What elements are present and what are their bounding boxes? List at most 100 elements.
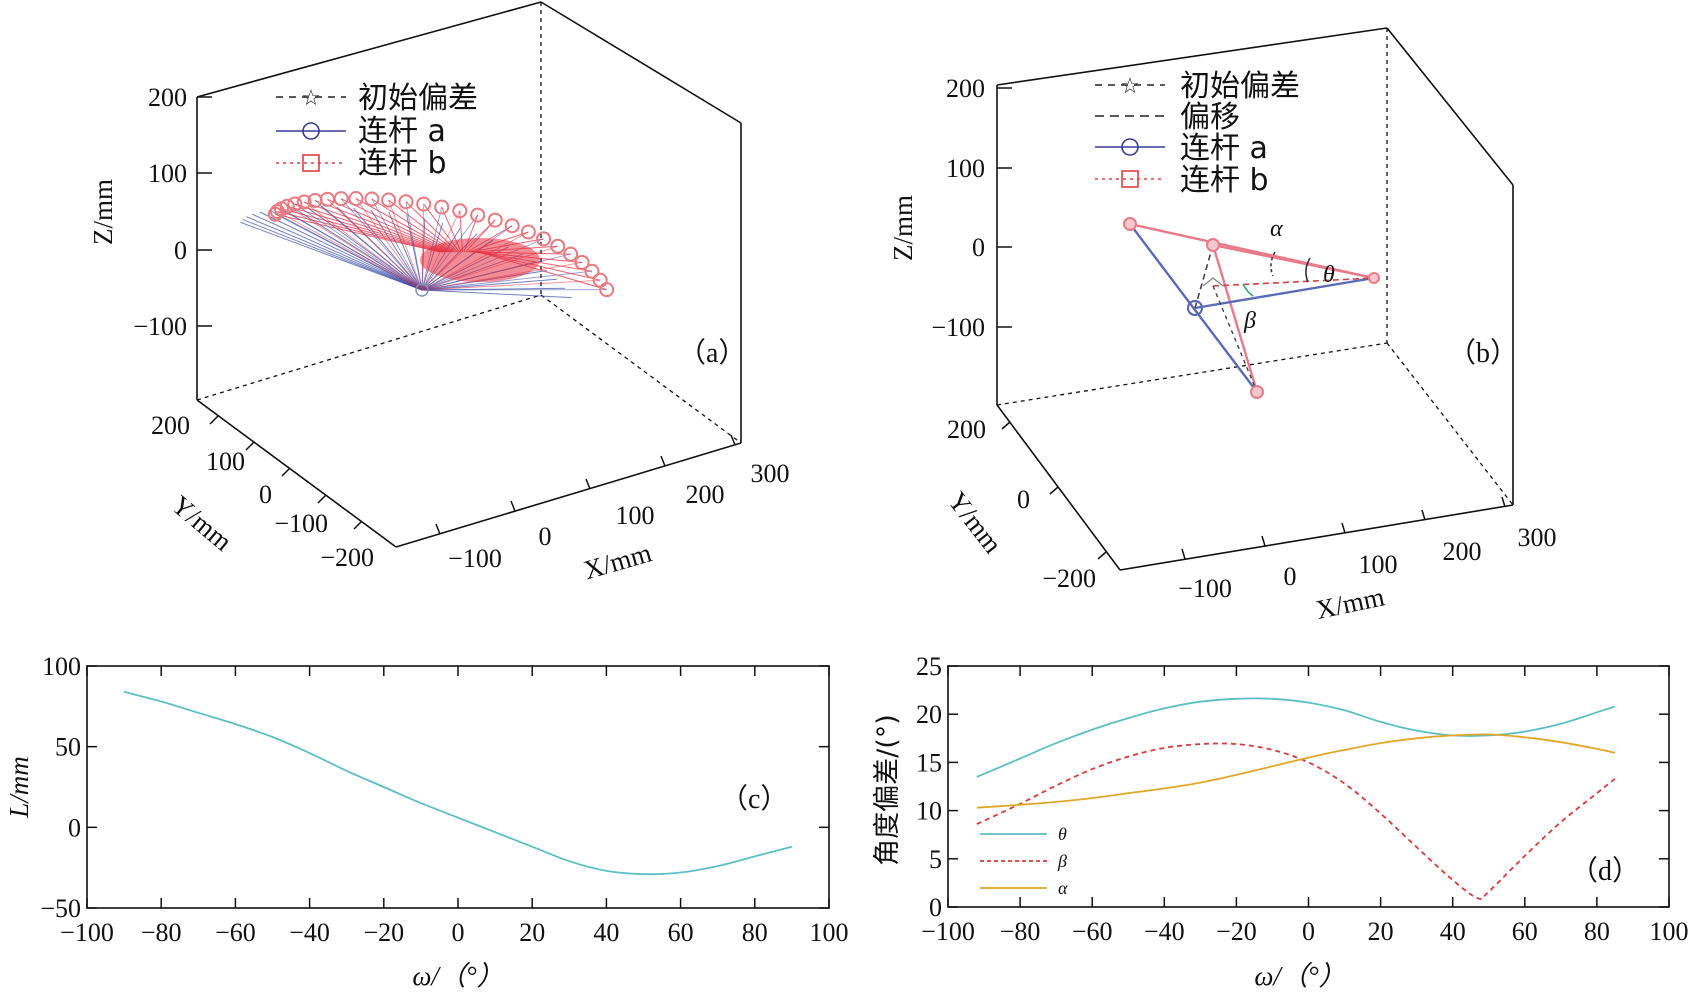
panel-c-x-axis: −100 −80 −60 −40 −20 0 20 40 60 80 100	[60, 666, 849, 947]
link-segment	[340, 198, 423, 291]
joint-marker	[452, 203, 468, 219]
y-tick-label: 10	[916, 797, 942, 826]
panel-a-y-tick-label: −100	[274, 509, 328, 538]
joint-marker	[1368, 272, 1380, 284]
link-a-segment	[242, 218, 423, 291]
link-segment	[275, 213, 423, 291]
panel-b-z-axis-label: Z/mm	[888, 195, 918, 261]
panel-c-series	[123, 690, 793, 876]
link-a-segment	[259, 211, 423, 291]
legend-label: 初始偏差	[358, 81, 478, 116]
legend-label: α	[1058, 878, 1068, 898]
x-tick-label: −60	[1072, 917, 1113, 946]
link-a-segment	[421, 278, 557, 291]
series-line	[123, 690, 793, 876]
panel-b-label: （b）	[1448, 337, 1518, 369]
panel-a-linkage-fan	[240, 191, 615, 299]
link-b-segment	[294, 203, 447, 253]
panel-d-y-axis: 0 5 10 15 20 25	[916, 652, 1669, 922]
x-tick-label: 0	[1302, 917, 1315, 946]
panel-b: 200 100 0 −100 Z/mm 200 0 −200 Y/mm −100…	[888, 27, 1557, 625]
panel-a-z-axis-label: Z/mm	[88, 179, 118, 245]
link-b-segment	[371, 198, 456, 253]
x-tick-label: −20	[363, 918, 404, 947]
joint-marker	[487, 212, 503, 228]
link-b-mid	[1212, 243, 1375, 280]
panel-a-y-axis-label: Y/mm	[166, 489, 238, 556]
x-tick-label: −100	[921, 917, 975, 946]
legend-label: θ	[1058, 824, 1067, 844]
link-a-segment	[388, 211, 423, 291]
link-segment	[421, 270, 592, 291]
panel-a-x-tick-label: 100	[616, 501, 655, 530]
y-tick-label: 20	[916, 700, 942, 729]
link-segment	[405, 201, 423, 291]
x-tick-label: 40	[593, 918, 619, 947]
panel-d-y-axis-label: 角度偏差/(°)	[872, 714, 903, 866]
link-b-segment	[287, 205, 445, 253]
panel-c: −100 −80 −60 −40 −20 0 20 40 60 80 100 −50 0 50 100 ω…	[4, 652, 849, 991]
panel-a-x-axis-label: X/mm	[580, 537, 655, 585]
panel-b-z-tick-label: 100	[946, 154, 985, 183]
x-tick-label: 40	[1440, 917, 1466, 946]
panel-a-x-tick-label: 300	[751, 459, 790, 488]
square-marker-icon	[302, 154, 320, 172]
joint-marker	[536, 231, 552, 247]
link-b-segment	[275, 213, 441, 253]
y-tick-label: 15	[916, 748, 942, 777]
theta-annotation: θ	[1323, 262, 1335, 288]
projection-line	[1212, 285, 1258, 393]
x-tick-label: 20	[1368, 917, 1394, 946]
panel-c-x-axis-label: ω/（°）	[412, 961, 503, 991]
joint-marker	[1250, 385, 1264, 399]
x-tick-label: 60	[668, 918, 694, 947]
right-angle-mark	[1202, 277, 1224, 287]
series-line-θ	[976, 697, 1616, 778]
panel-b-z-tick-label: −100	[931, 313, 985, 342]
panel-a-legend: ☆ 初始偏差 连杆 a 连杆 b	[276, 81, 478, 181]
panel-a-z-ticks	[197, 96, 212, 327]
joint-marker	[416, 196, 432, 212]
x-tick-label: −100	[60, 918, 114, 947]
joint-marker	[333, 191, 349, 207]
legend-label: 连杆 a	[1180, 131, 1268, 166]
panel-a-z-tick-label: 0	[174, 236, 187, 265]
panel-a-x-tick-label: 0	[539, 522, 552, 551]
link-segment	[277, 211, 423, 291]
panel-d-x-axis-label: ω/（°）	[1254, 961, 1345, 991]
panel-b-x-tick-label: −100	[1178, 574, 1232, 603]
panel-a-y-ticks	[209, 415, 363, 530]
panel-a-z-tick-label: −100	[133, 312, 187, 341]
panel-b-x-tick-label: 300	[1518, 523, 1557, 552]
link-b-segment	[327, 198, 451, 253]
joint-marker	[574, 254, 590, 270]
y-tick-label: 5	[929, 845, 942, 874]
panel-b-z-tick-label: 200	[946, 74, 985, 103]
panel-d: −100 −80 −60 −40 −20 0 20 40 60 80 100 0510152025 …	[872, 652, 1689, 991]
x-tick-label: −40	[1144, 917, 1185, 946]
x-tick-label: 100	[810, 918, 849, 947]
panel-a-box-frame	[196, 1, 742, 548]
joint-marker	[563, 246, 579, 262]
link-b-segment	[281, 208, 444, 253]
panel-d-legend: θ β α	[980, 824, 1068, 898]
joint-marker	[398, 194, 414, 210]
panel-c-y-axis: −50 0 50 100	[40, 652, 829, 923]
panel-b-y-axis-label: Y/mm	[942, 486, 1008, 559]
panel-a-z-tick-label: 100	[148, 159, 187, 188]
joint-marker	[381, 192, 397, 208]
panel-b-linkage: α θ β	[1123, 216, 1380, 399]
panel-d-x-axis: −100 −80 −60 −40 −20 0 20 40 60 80 100	[921, 666, 1689, 946]
link-a-right	[1194, 276, 1375, 310]
joint-marker	[470, 207, 486, 223]
circle-marker-icon	[302, 122, 320, 140]
panel-c-y-axis-label: L/mm	[4, 756, 34, 819]
star-icon: ☆	[1120, 74, 1140, 99]
panel-a-label: （a）	[678, 337, 746, 369]
x-tick-label: −40	[289, 918, 330, 947]
legend-label: 连杆 b	[358, 146, 447, 181]
x-tick-label: −60	[215, 918, 256, 947]
beta-annotation: β	[1243, 308, 1256, 334]
series-line-β	[976, 742, 1616, 900]
joint-marker	[1206, 238, 1220, 252]
